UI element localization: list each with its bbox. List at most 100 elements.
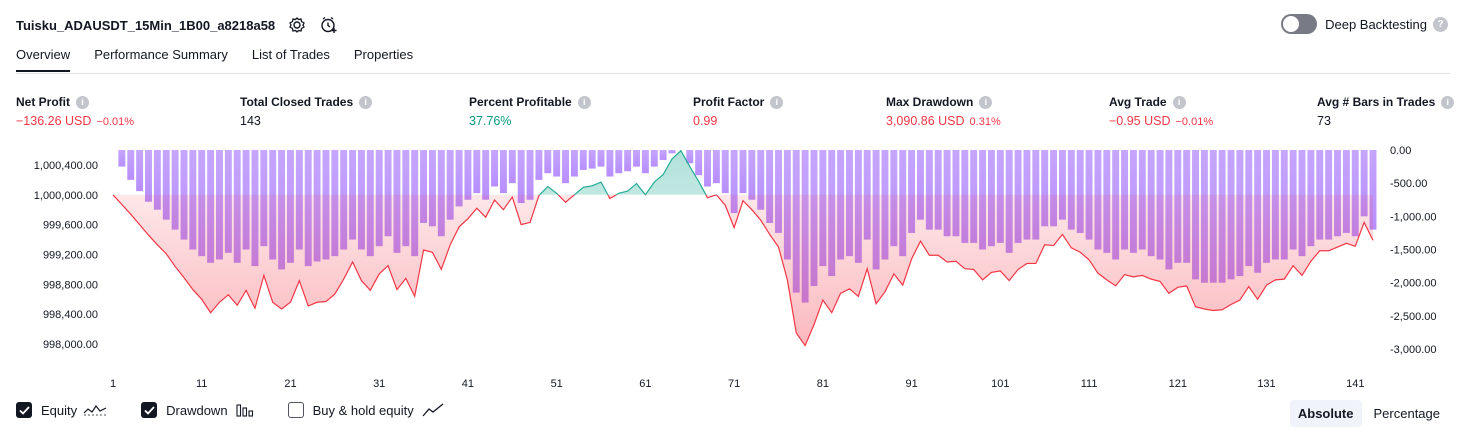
drawdown-bar [579, 150, 587, 170]
y-right-tick-label: -2,000.00 [1390, 278, 1436, 290]
tab-performance-summary[interactable]: Performance Summary [94, 47, 228, 62]
x-tick-label: 91 [905, 378, 917, 390]
stat-label: Avg Trade [1109, 95, 1167, 109]
add-alert-icon[interactable] [319, 15, 339, 35]
drawdown-bar [553, 150, 561, 177]
buy-hold-checkbox[interactable] [287, 402, 304, 418]
stat-max-drawdown: Max Drawdown i 3,090.86 USD 0.31% [886, 94, 1001, 128]
drawdown-bar [562, 150, 569, 184]
tab-overview[interactable]: Overview [16, 47, 71, 72]
stat-label: Profit Factor [693, 95, 765, 109]
drawdown-bar [597, 150, 605, 167]
drawdown-bar [171, 150, 179, 230]
drawdown-bar [917, 150, 924, 220]
legend-label: Equity [41, 402, 78, 418]
drawdown-bar [1023, 150, 1031, 240]
help-icon[interactable]: ? [1433, 16, 1448, 32]
drawdown-bar [739, 150, 747, 194]
stat-value: −136.26 USD [16, 114, 92, 128]
stat-percent-profitable: Percent Profitable i 37.76% [469, 94, 591, 128]
percentage-button[interactable]: Percentage [1373, 406, 1441, 421]
drawdown-bar [686, 150, 694, 164]
settings-gear-icon[interactable] [287, 15, 307, 35]
drawdown-bar [1076, 150, 1084, 233]
absolute-button[interactable]: Absolute [1289, 400, 1362, 427]
drawdown-bar [633, 150, 640, 167]
y-left-tick-label: 1,000,000.00 [34, 190, 98, 202]
stats-row: Net Profit i −136.26 USD −0.01% Total Clos… [16, 94, 1455, 130]
stat-value: 3,090.86 USD [886, 114, 965, 128]
legend-buy-hold[interactable]: Buy & hold equity [287, 402, 444, 418]
drawdown-bar [437, 150, 445, 237]
stat-label: Percent Profitable [469, 95, 572, 109]
y-left-tick-label: 998,000.00 [43, 339, 98, 351]
x-tick-label: 1 [110, 378, 116, 390]
drawdown-bar [455, 150, 463, 207]
drawdown-bar [1342, 150, 1350, 233]
deep-backtesting: Deep Backtesting ? [1281, 14, 1448, 34]
y-left-tick-label: 998,800.00 [43, 279, 98, 291]
drawdown-bar [1360, 150, 1368, 217]
drawdown-bar [1058, 150, 1066, 220]
y-right-tick-label: 0.00 [1390, 145, 1411, 157]
drawdown-checkbox[interactable] [141, 402, 158, 418]
drawdown-bar [428, 150, 436, 227]
drawdown-bar [1050, 150, 1058, 227]
drawdown-bar [446, 150, 454, 220]
stat-label: Total Closed Trades [240, 95, 354, 109]
drawdown-bar [952, 150, 960, 237]
drawdown-bar [659, 150, 667, 160]
drawdown-bar [464, 150, 472, 200]
info-icon[interactable]: i [577, 95, 591, 109]
info-icon[interactable]: i [1441, 95, 1455, 109]
x-tick-label: 111 [1081, 378, 1098, 390]
stat-avg-trade: Avg Trade i −0.95 USD −0.01% [1109, 94, 1213, 128]
x-tick-label: 51 [551, 378, 563, 390]
x-tick-label: 121 [1169, 378, 1187, 390]
stat-percent: −0.01% [96, 116, 135, 128]
drawdown-bar [641, 150, 649, 174]
drawdown-bar [1334, 150, 1341, 237]
drawdown-bar [420, 150, 428, 223]
x-tick-label: 61 [639, 378, 651, 390]
drawdown-bar [349, 150, 357, 240]
equity-loss-area [113, 194, 1373, 346]
info-icon[interactable]: i [359, 95, 373, 109]
drawdown-bar [712, 150, 720, 184]
deep-backtesting-toggle[interactable] [1281, 14, 1318, 34]
x-tick-label: 31 [373, 378, 385, 390]
drawdown-bar [775, 150, 782, 233]
drawdown-bar [1067, 150, 1075, 230]
drawdown-bar [384, 150, 392, 237]
legend-drawdown[interactable]: Drawdown [141, 402, 253, 418]
info-icon[interactable]: i [1172, 95, 1186, 109]
legend-equity[interactable]: Equity [16, 402, 107, 418]
stat-total-closed-trades: Total Closed Trades i 143 [240, 94, 373, 128]
legend-label: Drawdown [166, 402, 228, 418]
x-tick-label: 21 [284, 378, 296, 390]
drawdown-bar [145, 150, 152, 202]
stat-net-profit: Net Profit i −136.26 USD −0.01% [16, 94, 134, 128]
info-icon[interactable]: i [76, 95, 89, 109]
stat-value: 0.99 [693, 114, 718, 128]
drawdown-bar [473, 150, 481, 194]
stat-label: Net Profit [16, 95, 70, 109]
scale-mode: Absolute Percentage [1286, 400, 1448, 427]
tab-list-of-trades[interactable]: List of Trades [251, 47, 330, 62]
x-tick-label: 141 [1346, 378, 1364, 390]
equity-checkbox[interactable] [16, 402, 32, 418]
drawdown-bar [606, 150, 614, 177]
info-icon[interactable]: i [770, 95, 784, 109]
info-icon[interactable]: i [979, 95, 993, 109]
drawdown-bar [127, 150, 135, 180]
tab-properties[interactable]: Properties [353, 47, 414, 62]
drawdown-bar [934, 150, 942, 230]
stat-percent: −0.01% [1175, 116, 1214, 128]
stat-avg-bars-in-trades: Avg # Bars in Trades i 73 [1317, 94, 1455, 128]
drawdown-bar [508, 150, 516, 184]
x-tick-label: 11 [196, 378, 207, 390]
drawdown-bar [766, 150, 774, 223]
stat-percent: 0.31% [969, 116, 1001, 128]
drawdown-bar [482, 150, 490, 200]
tab-divider [16, 73, 1450, 74]
